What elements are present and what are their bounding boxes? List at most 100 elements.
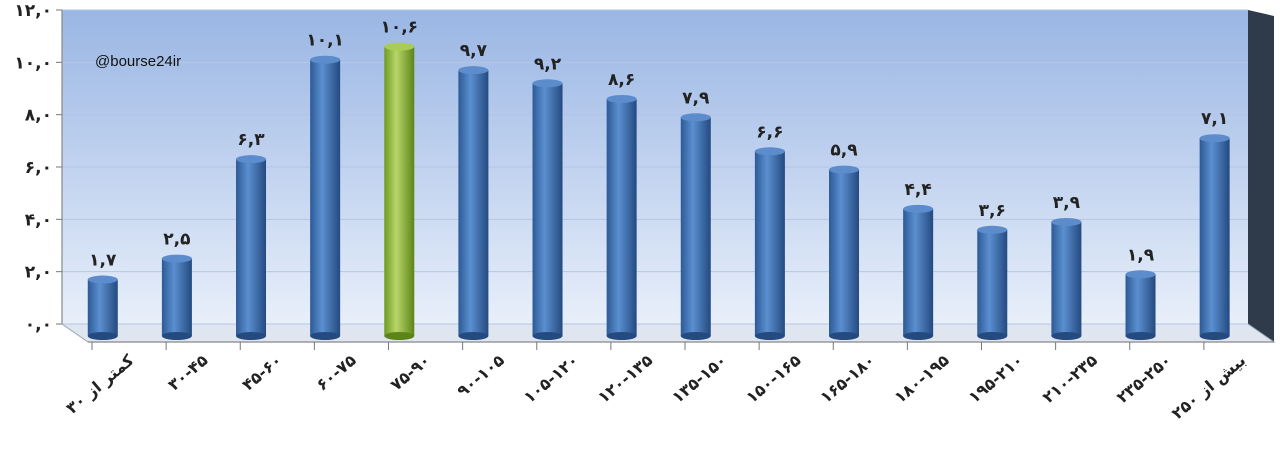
bar-cap <box>458 66 489 75</box>
bar-base <box>384 332 415 340</box>
bar-body <box>87 279 118 336</box>
bar-body <box>236 159 267 336</box>
bar-body <box>903 208 934 336</box>
bar-cap <box>87 275 118 284</box>
bar-body <box>1199 138 1230 336</box>
bar <box>161 254 192 340</box>
y-tick-label: ۴,۰ <box>25 210 52 230</box>
data-label: ۶,۶ <box>756 122 783 142</box>
bar-body <box>532 83 563 337</box>
bar-body <box>161 258 192 336</box>
bar-base <box>1199 332 1230 340</box>
x-axis-ticks: کمتر از ۳۰ ۳۰-۴۵ ۴۵-۶۰ ۶۰-۷۵ ۷۵-۹۰ ۹۰-۱۰۵ ۱۰۵-… <box>62 342 1249 423</box>
data-label: ۶,۳ <box>237 130 265 150</box>
y-tick-label: ۸,۰ <box>25 106 52 126</box>
bar-base <box>829 332 860 340</box>
bar-body <box>384 46 415 337</box>
bar-base <box>310 332 341 340</box>
bar <box>977 225 1008 340</box>
bar-base <box>680 332 711 340</box>
x-tick-label: ۱۹۵-۲۱۰ <box>965 351 1027 407</box>
bar-cap <box>236 155 267 164</box>
bar-cap <box>1051 217 1082 226</box>
bar-cap <box>903 204 934 213</box>
bar-body <box>606 98 637 336</box>
data-label: ۱,۷ <box>89 251 117 271</box>
data-label: ۷,۱ <box>1201 109 1228 129</box>
bar-base <box>1125 332 1156 340</box>
bar-cap <box>161 254 192 263</box>
data-label: ۱۰,۶ <box>380 18 418 38</box>
bar-body <box>829 169 860 336</box>
bar-base <box>458 332 489 340</box>
y-tick-label: ۱۲,۰ <box>14 1 52 21</box>
bar-base <box>161 332 192 340</box>
data-label: ۹,۷ <box>460 41 488 61</box>
bar-body <box>1051 221 1082 336</box>
bar-base <box>754 332 785 340</box>
data-label: ۱۰,۱ <box>306 31 344 51</box>
x-tick-label: ۱۶۵-۱۸۰ <box>816 351 878 407</box>
bar <box>310 55 341 340</box>
x-tick-label: ۱۳۵-۱۵۰ <box>668 351 730 407</box>
x-tick-label: ۷۵-۹۰ <box>387 351 434 395</box>
x-tick-label: ۱۸۰-۱۹۵ <box>891 350 953 407</box>
x-tick-label: ۲۱۰-۲۳۵ <box>1039 350 1101 407</box>
data-label: ۱,۹ <box>1127 245 1155 265</box>
bar-cap <box>532 79 563 88</box>
data-label: ۳,۹ <box>1053 193 1081 213</box>
data-label: ۴,۴ <box>905 180 932 200</box>
bar-base <box>87 332 118 340</box>
x-tick-label: ۴۵-۶۰ <box>238 351 285 395</box>
x-tick-label: ۶۰-۷۵ <box>312 350 359 394</box>
x-tick-label: ۲۳۵-۲۵۰ <box>1113 351 1175 407</box>
bar <box>236 155 267 340</box>
data-label: ۵,۹ <box>830 141 858 161</box>
bar-base <box>977 332 1008 340</box>
bar-cap <box>606 94 637 103</box>
bar-base <box>236 332 267 340</box>
bar <box>384 42 415 340</box>
bar <box>829 165 860 340</box>
bars <box>87 42 1230 340</box>
data-label: ۷,۹ <box>682 88 710 108</box>
bar <box>532 79 563 340</box>
bar-body <box>458 70 489 336</box>
bar <box>606 94 637 340</box>
bar-body <box>754 151 785 336</box>
data-labels: ۱,۷ ۲,۵ ۶,۳ ۱۰,۱ ۱۰,۶ ۹,۷ ۹,۲ ۸,۶ ۷,۹ ۶,۶ ۵,۹ ۴,۴ ۳,… <box>89 18 1228 271</box>
x-tick-label: ۱۵۰-۱۶۵ <box>742 350 804 407</box>
bar-base <box>1051 332 1082 340</box>
bar <box>1125 270 1156 340</box>
plot-side-wall <box>1248 10 1274 342</box>
bar <box>87 275 118 340</box>
bar <box>903 204 934 340</box>
bar-cap <box>754 147 785 156</box>
bar-body <box>977 229 1008 336</box>
bar-cap <box>310 55 341 64</box>
data-label: ۸,۶ <box>608 70 635 90</box>
y-axis-ticks: ۰,۰ ۲,۰ ۴,۰ ۶,۰ ۸,۰ ۱۰,۰ ۱۲,۰ <box>14 1 62 335</box>
x-tick-label: بیش از ۲۵۰ <box>1168 351 1249 424</box>
x-tick-label: ۱۰۵-۱۲۰ <box>520 351 582 407</box>
bar-base <box>606 332 637 340</box>
bar <box>458 66 489 340</box>
bar-body <box>1125 274 1156 336</box>
bar-base <box>532 332 563 340</box>
data-label: ۲,۵ <box>163 230 190 250</box>
bar-base <box>903 332 934 340</box>
x-tick-label: ۳۰-۴۵ <box>164 350 211 394</box>
bar <box>1199 134 1230 340</box>
y-tick-label: ۲,۰ <box>25 263 52 283</box>
data-label: ۳,۶ <box>979 201 1006 221</box>
bar-cap <box>680 113 711 122</box>
y-tick-label: ۰,۰ <box>25 315 52 335</box>
bar-cap <box>1199 134 1230 143</box>
bar <box>754 147 785 340</box>
bar <box>680 113 711 340</box>
bar-cap <box>1125 270 1156 279</box>
y-tick-label: ۱۰,۰ <box>14 53 52 73</box>
x-tick-label: ۱۲۰-۱۳۵ <box>594 350 656 407</box>
bar-body <box>310 59 341 336</box>
